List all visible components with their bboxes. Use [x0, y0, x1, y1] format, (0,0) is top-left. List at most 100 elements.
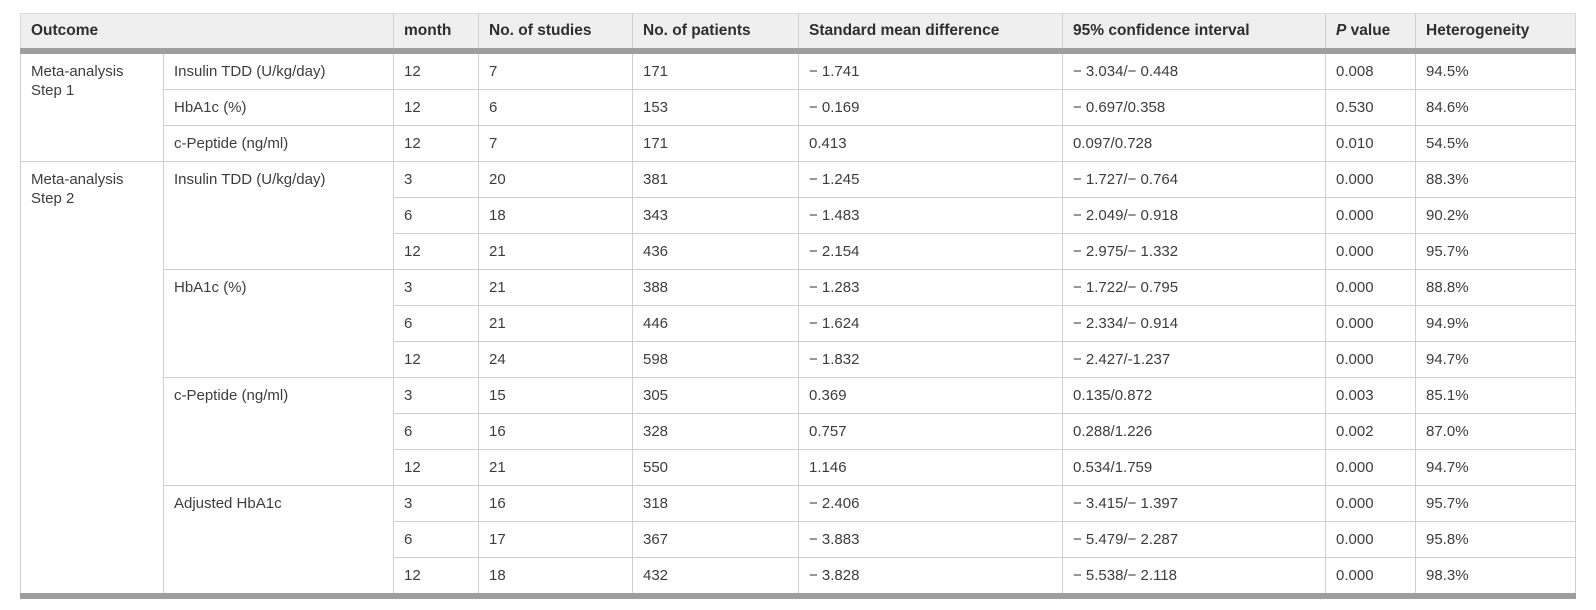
no-of-patients-cell: 171: [632, 50, 799, 90]
meta-analysis-table-container: Outcome month No. of studies No. of pati…: [20, 13, 1576, 599]
col-header-no-of-patients: No. of patients: [632, 13, 799, 54]
sub-outcome-cell: Insulin TDD (U/kg/day): [163, 50, 394, 90]
p-value-cell: 0.000: [1325, 485, 1416, 522]
no-of-studies-cell: 18: [478, 197, 633, 234]
month-cell: 6: [393, 305, 479, 342]
outcome-group-cell: Meta-analysis Step 1: [20, 50, 164, 162]
col-header-confidence-interval: 95% confidence interval: [1062, 13, 1326, 54]
confidence-interval-cell: − 1.722/− 0.795: [1062, 269, 1326, 306]
standard-mean-difference-cell: − 0.169: [798, 89, 1063, 126]
heterogeneity-cell: 85.1%: [1415, 377, 1576, 414]
no-of-patients-cell: 432: [632, 557, 799, 597]
sub-outcome-cell: HbA1c (%): [163, 89, 394, 126]
table-row: c-Peptide (ng/ml) 12 7 171 0.413 0.097/0.728 0…: [21, 125, 1576, 162]
confidence-interval-cell: − 5.538/− 2.118: [1062, 557, 1326, 597]
p-value-cell: 0.000: [1325, 161, 1416, 198]
heterogeneity-cell: 95.7%: [1415, 485, 1576, 522]
no-of-studies-cell: 16: [478, 485, 633, 522]
month-cell: 3: [393, 269, 479, 306]
no-of-studies-cell: 21: [478, 305, 633, 342]
no-of-patients-cell: 388: [632, 269, 799, 306]
no-of-patients-cell: 153: [632, 89, 799, 126]
standard-mean-difference-cell: − 3.883: [798, 521, 1063, 558]
p-value-cell: 0.000: [1325, 449, 1416, 486]
table-row: 12 21 550 1.146 0.534/1.759 0.000 94.7%: [21, 449, 1576, 486]
month-cell: 6: [393, 521, 479, 558]
heterogeneity-cell: 94.7%: [1415, 449, 1576, 486]
month-cell: 12: [393, 89, 479, 126]
p-value-cell: 0.530: [1325, 89, 1416, 126]
sub-outcome-cell: c-Peptide (ng/ml): [163, 125, 394, 162]
sub-outcome-cell: c-Peptide (ng/ml): [163, 377, 394, 486]
heterogeneity-cell: 88.8%: [1415, 269, 1576, 306]
table-row: HbA1c (%) 3 21 388− 1.283− 1.722/− 0.795 0.0…: [21, 269, 1576, 378]
no-of-patients-cell: 381: [632, 161, 799, 198]
heterogeneity-cell: 94.9%: [1415, 305, 1576, 342]
p-value-cell: 0.008: [1325, 50, 1416, 90]
sub-outcome-cell: HbA1c (%): [163, 269, 394, 378]
month-cell: 12: [393, 449, 479, 486]
confidence-interval-cell: − 5.479/− 2.287: [1062, 521, 1326, 558]
no-of-patients-cell: 328: [632, 413, 799, 450]
confidence-interval-cell: 0.135/0.872: [1062, 377, 1326, 414]
no-of-studies-cell: 21: [478, 449, 633, 486]
standard-mean-difference-cell: 0.757: [798, 413, 1063, 450]
month-cell: 3: [393, 485, 479, 522]
month-cell: 3: [393, 377, 479, 414]
heterogeneity-cell: 95.7%: [1415, 233, 1576, 270]
confidence-interval-cell: 0.288/1.226: [1062, 413, 1326, 450]
p-value-cell: 0.000: [1325, 557, 1416, 597]
no-of-studies-cell: 20: [478, 161, 633, 198]
col-header-outcome: Outcome: [20, 13, 394, 54]
no-of-patients-cell: 305: [632, 377, 799, 414]
month-cell: 6: [393, 413, 479, 450]
table-row: Meta-analysis Step 1 Insulin TDD (U/kg/da…: [20, 50, 1576, 162]
p-value-cell: 0.000: [1325, 305, 1416, 342]
standard-mean-difference-cell: − 1.283: [798, 269, 1063, 306]
no-of-patients-cell: 171: [632, 125, 799, 162]
table-row: HbA1c (%) 12 6 153− 0.169− 0.697/0.358 0.530…: [21, 89, 1576, 126]
p-value-cell: 0.000: [1325, 341, 1416, 378]
no-of-studies-cell: 6: [478, 89, 633, 126]
month-cell: 6: [393, 197, 479, 234]
col-header-heterogeneity: Heterogeneity: [1415, 13, 1576, 54]
table-row: 12 18 432− 3.828− 5.538/− 2.118 0.000 98.3%: [21, 557, 1576, 597]
month-cell: 12: [393, 50, 479, 90]
heterogeneity-cell: 90.2%: [1415, 197, 1576, 234]
heterogeneity-cell: 94.5%: [1415, 50, 1576, 90]
p-value-cell: 0.002: [1325, 413, 1416, 450]
confidence-interval-cell: − 3.034/− 0.448: [1062, 50, 1326, 90]
sub-outcome-cell: Insulin TDD (U/kg/day): [163, 161, 394, 270]
confidence-interval-cell: 0.534/1.759: [1062, 449, 1326, 486]
month-cell: 12: [393, 233, 479, 270]
table-header: Outcome month No. of studies No. of pati…: [20, 13, 1576, 54]
table-row: 6 17 367− 3.883− 5.479/− 2.287 0.000 95.8%: [21, 521, 1576, 558]
standard-mean-difference-cell: − 2.154: [798, 233, 1063, 270]
confidence-interval-cell: − 0.697/0.358: [1062, 89, 1326, 126]
p-value-cell: 0.000: [1325, 521, 1416, 558]
p-value-cell: 0.000: [1325, 197, 1416, 234]
confidence-interval-cell: − 3.415/− 1.397: [1062, 485, 1326, 522]
p-value-italic-letter: P: [1336, 22, 1347, 39]
table-row: Meta-analysis Step 2 Insulin TDD (U/kg/da…: [20, 161, 1576, 597]
table-row: c-Peptide (ng/ml) 3 15 305 0.369 0.135/0.872 0…: [21, 377, 1576, 486]
standard-mean-difference-cell: − 2.406: [798, 485, 1063, 522]
no-of-studies-cell: 21: [478, 233, 633, 270]
month-cell: 3: [393, 161, 479, 198]
col-header-month: month: [393, 13, 479, 54]
table-row: 12 24 598− 1.832− 2.427/-1.237 0.000 94.7%: [21, 341, 1576, 378]
no-of-patients-cell: 550: [632, 449, 799, 486]
p-value-cell: 0.000: [1325, 269, 1416, 306]
heterogeneity-cell: 94.7%: [1415, 341, 1576, 378]
no-of-studies-cell: 15: [478, 377, 633, 414]
p-value-cell: 0.000: [1325, 233, 1416, 270]
month-cell: 12: [393, 125, 479, 162]
standard-mean-difference-cell: 0.369: [798, 377, 1063, 414]
table-row: 6 21 446− 1.624− 2.334/− 0.914 0.000 94.9%: [21, 305, 1576, 342]
col-header-p-value: P value: [1325, 13, 1416, 54]
month-cell: 12: [393, 557, 479, 597]
heterogeneity-cell: 98.3%: [1415, 557, 1576, 597]
heterogeneity-cell: 95.8%: [1415, 521, 1576, 558]
col-header-standard-mean-difference: Standard mean difference: [798, 13, 1063, 54]
no-of-patients-cell: 436: [632, 233, 799, 270]
